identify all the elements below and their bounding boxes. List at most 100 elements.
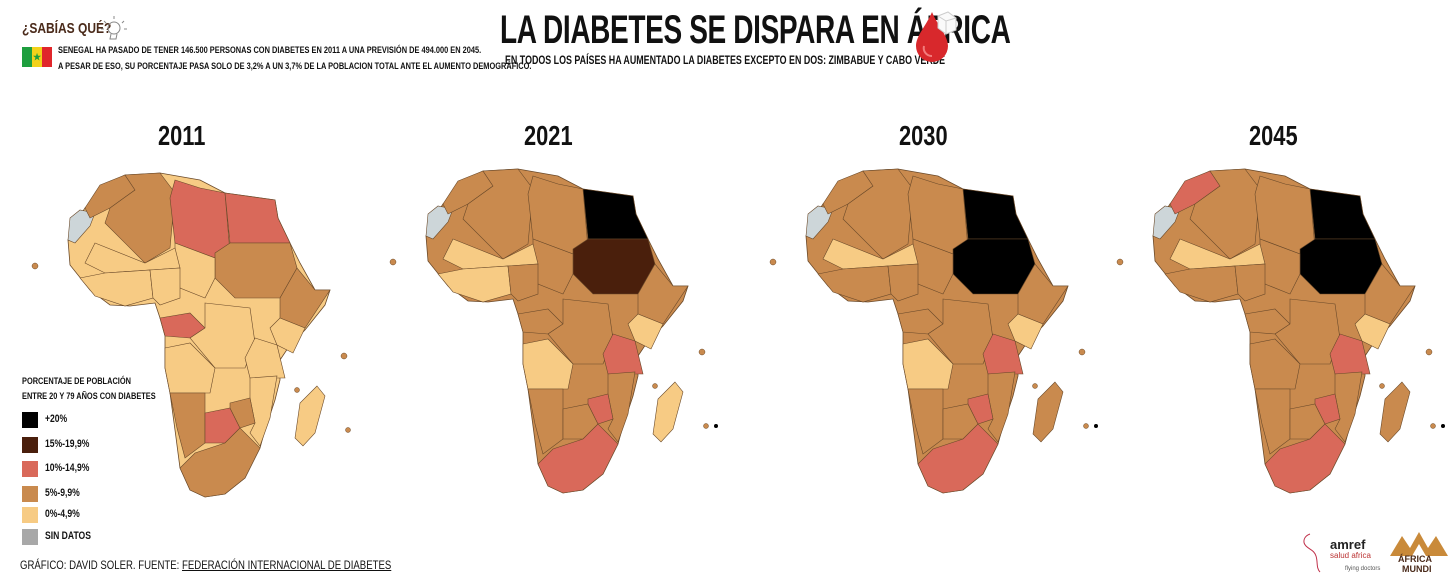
legend-swatch-light <box>22 507 38 523</box>
legend-title: PORCENTAJE DE POBLACIÓN <box>22 376 131 387</box>
country-egypt <box>582 188 649 240</box>
country-madagascar <box>1379 381 1411 443</box>
country-mozambique <box>607 371 636 443</box>
legend-swatch-black <box>22 412 38 428</box>
country-westsahara <box>805 205 834 240</box>
map-2021 <box>389 168 718 494</box>
country-drc <box>927 298 994 365</box>
legend-swatch-gray <box>22 529 38 545</box>
country-kenya <box>1007 313 1044 350</box>
credit-text: GRÁFICO: DAVID SOLER. FUENTE: <box>20 558 182 572</box>
country-madagascar <box>294 385 326 447</box>
country-nigeria <box>1234 263 1266 302</box>
country-southafrica <box>917 423 999 494</box>
country-nigeria <box>149 267 181 306</box>
fact-title: ¿SABÍAS QUÉ? <box>22 20 112 37</box>
fact-line-1: SENEGAL HA PASADO DE TENER 146.500 PERSO… <box>58 45 482 56</box>
island <box>769 258 777 266</box>
flag-stripe-red <box>42 47 52 67</box>
year-label-2030: 2030 <box>899 120 948 151</box>
island <box>703 423 709 429</box>
country-madagascar <box>1032 381 1064 443</box>
footer-credit: GRÁFICO: DAVID SOLER. FUENTE: FEDERACIÓN… <box>20 558 484 572</box>
map-2011 <box>31 172 351 498</box>
country-kenya <box>627 313 664 350</box>
island <box>1425 348 1433 356</box>
country-mozambique <box>249 375 278 447</box>
country-kenya <box>1354 313 1391 350</box>
blood-drop-sugar-icon <box>916 11 957 62</box>
country-mozambique <box>987 371 1016 443</box>
country-namibia <box>527 388 564 455</box>
africa-mundi-logo-mountains <box>1390 532 1448 556</box>
island <box>294 387 300 393</box>
year-label-2011: 2011 <box>158 120 206 151</box>
country-southafrica <box>537 423 619 494</box>
legend-swatch-medium <box>22 486 38 502</box>
country-westsahara <box>425 205 454 240</box>
legend-label-gray: SIN DATOS <box>45 530 91 542</box>
legend-label-black: +20% <box>45 413 68 425</box>
map-2030 <box>769 168 1098 494</box>
lightbulb-icon <box>101 16 127 40</box>
country-angola <box>164 342 216 394</box>
country-namibia <box>907 388 944 455</box>
country-drc <box>189 302 256 369</box>
flag-stripe-green <box>22 47 32 67</box>
page-subtitle: EN TODOS LOS PAÍSES HA AUMENTADO LA DIAB… <box>505 53 946 67</box>
country-egypt <box>1309 188 1376 240</box>
island <box>1116 258 1124 266</box>
country-kenya <box>269 317 306 354</box>
legend-swatch-dark <box>22 437 38 453</box>
country-angola <box>522 338 574 390</box>
island <box>698 348 706 356</box>
island <box>1379 383 1385 389</box>
africa-mundi-logo-line2: MUNDI <box>1402 564 1432 574</box>
legend-label-red: 10%-14,9% <box>45 462 90 474</box>
country-nigeria <box>887 263 919 302</box>
source-link[interactable]: FEDERACIÓN INTERNACIONAL DE DIABETES <box>181 558 392 572</box>
country-namibia <box>169 392 206 459</box>
country-drc <box>1274 298 1341 365</box>
africa-mundi-logo-line1: ÁFRICA <box>1398 554 1432 564</box>
country-westsahara <box>67 209 96 244</box>
country-egypt <box>962 188 1029 240</box>
country-zimbabwe <box>1314 393 1341 425</box>
amref-logo-africa-outline <box>1303 533 1321 573</box>
island-mauritius <box>1441 424 1445 428</box>
amref-logo-sub: salud africa <box>1330 551 1371 560</box>
island <box>1078 348 1086 356</box>
country-drc <box>547 298 614 365</box>
flag-stripe-yellow: ★ <box>32 47 42 67</box>
year-label-2021: 2021 <box>524 120 573 151</box>
country-mozambique <box>1334 371 1363 443</box>
legend-swatch-red <box>22 461 38 477</box>
country-southafrica <box>179 427 261 498</box>
country-zimbabwe <box>229 397 256 429</box>
island <box>1032 383 1038 389</box>
legend-label-medium: 5%-9,9% <box>45 487 80 499</box>
map-2045 <box>1116 168 1445 494</box>
island <box>389 258 397 266</box>
island <box>345 427 351 433</box>
legend-subtitle: ENTRE 20 Y 79 AÑOS CON DIABETES <box>22 391 156 402</box>
island <box>652 383 658 389</box>
country-westsahara <box>1152 205 1181 240</box>
island <box>1430 423 1436 429</box>
year-label-2045: 2045 <box>1249 120 1298 151</box>
amref-logo-name: amref <box>1330 537 1366 552</box>
legend-label-dark: 15%-19,9% <box>45 438 90 450</box>
country-egypt <box>224 192 291 244</box>
island-mauritius <box>714 424 718 428</box>
country-nigeria <box>507 263 539 302</box>
legend-label-light: 0%-4,9% <box>45 508 80 520</box>
island <box>31 262 39 270</box>
country-southafrica <box>1264 423 1346 494</box>
country-zimbabwe <box>587 393 614 425</box>
country-madagascar <box>652 381 684 443</box>
country-namibia <box>1254 388 1291 455</box>
senegal-flag: ★ <box>22 47 52 67</box>
country-angola <box>902 338 954 390</box>
island <box>1083 423 1089 429</box>
